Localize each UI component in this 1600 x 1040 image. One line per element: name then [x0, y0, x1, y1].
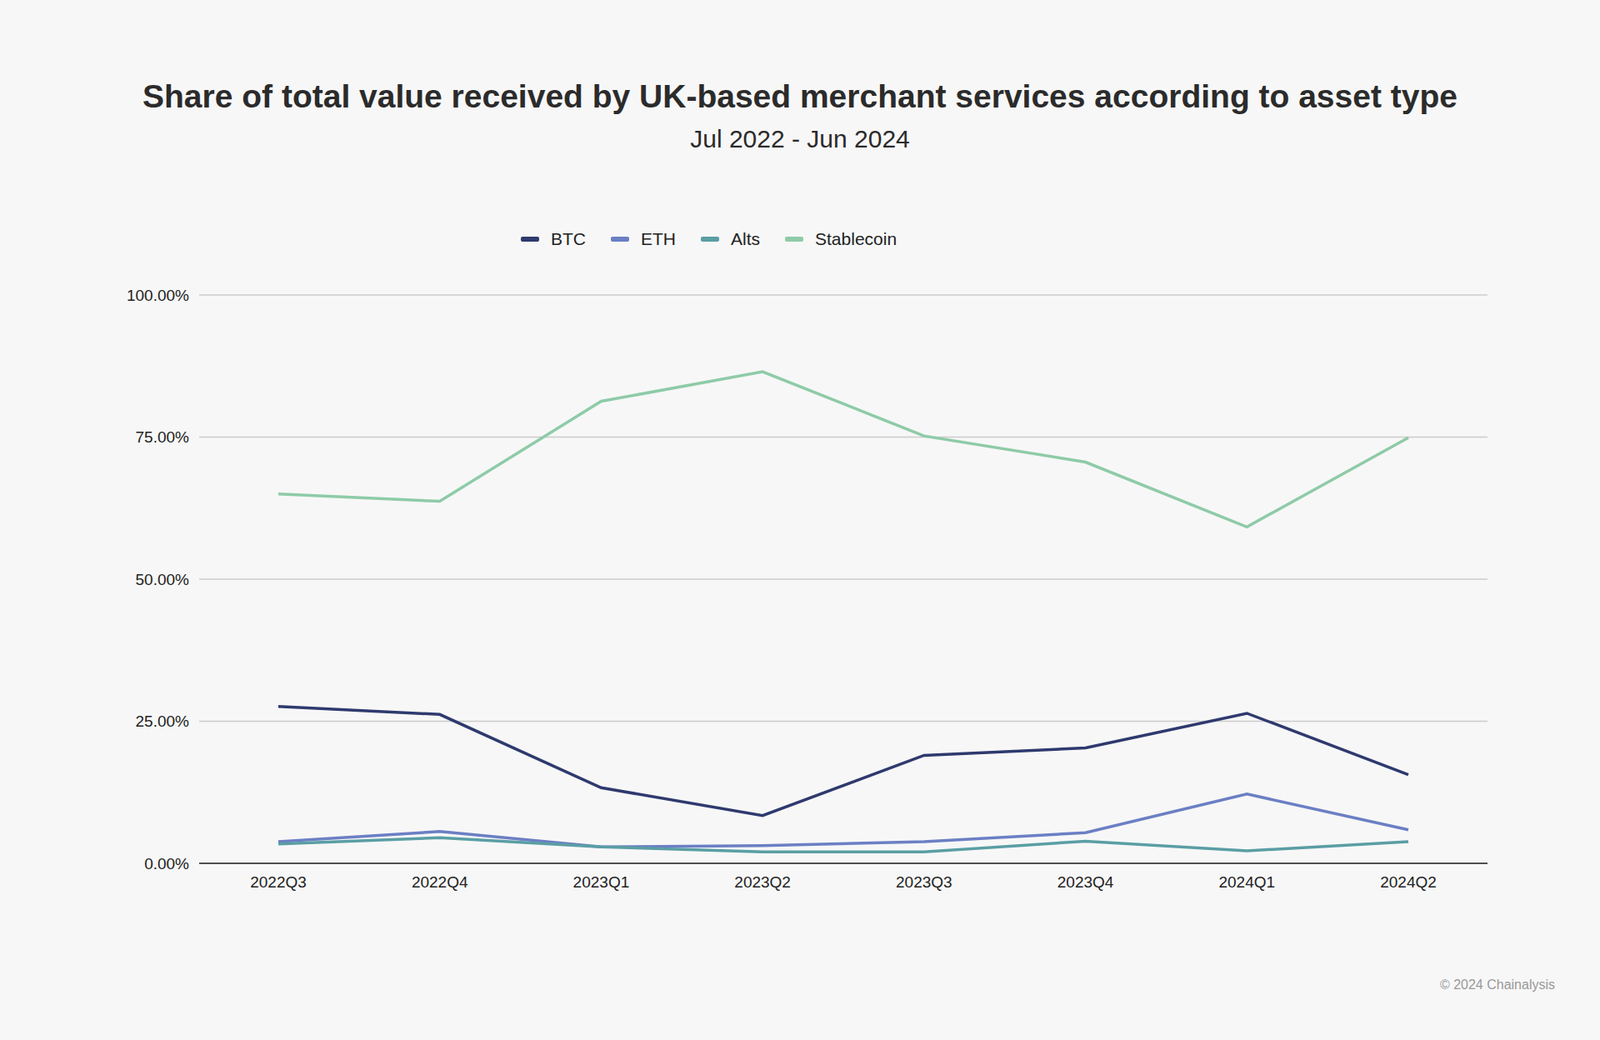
- html-text:Stablecoin: Stablecoin: [815, 229, 897, 249]
- svg-text:2023Q3: 2023Q3: [895, 873, 953, 891]
- svg-text:2023Q4: 2023Q4: [1057, 873, 1115, 891]
- svg-text:2024Q1: 2024Q1: [1218, 873, 1275, 891]
- html-text:Jul 2022 - Jun 2024: Jul 2022 - Jun 2024: [690, 125, 910, 153]
- svg-text:2023Q2: 2023Q2: [734, 873, 791, 891]
- svg-text:0.00%: 0.00%: [144, 855, 190, 873]
- svg-text:2022Q4: 2022Q4: [411, 873, 469, 891]
- html-text:ETH: ETH: [640, 229, 676, 249]
- svg-text:2022Q3: 2022Q3: [250, 873, 307, 891]
- html-text:© 2024 Chainalysis: © 2024 Chainalysis: [1439, 977, 1555, 992]
- svg-text:2023Q1: 2023Q1: [573, 873, 630, 891]
- svg-text:100.00%: 100.00%: [126, 286, 190, 305]
- svg-text:75.00%: 75.00%: [135, 428, 190, 446]
- html-text:BTC: BTC: [550, 229, 586, 249]
- svg-text:2024Q2: 2024Q2: [1380, 873, 1437, 891]
- svg-text:50.00%: 50.00%: [135, 570, 190, 589]
- svg-text:25.00%: 25.00%: [135, 712, 190, 730]
- html-text:Share of total value received: Share of total value received by UK-base…: [142, 78, 1458, 115]
- html-text:Alts: Alts: [730, 229, 760, 249]
